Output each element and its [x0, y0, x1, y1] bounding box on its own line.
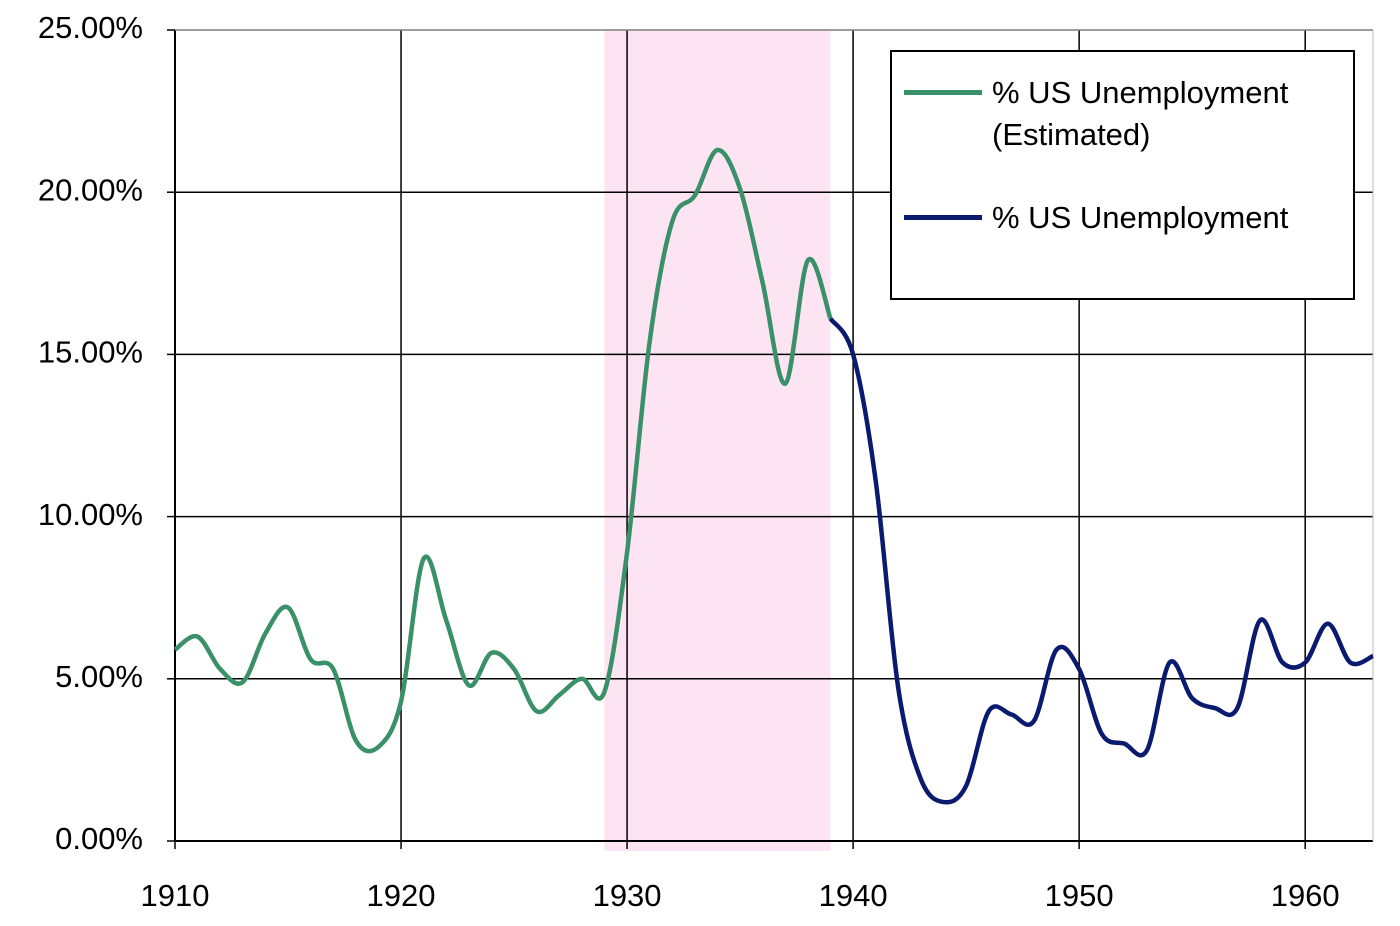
legend: % US Unemployment (Estimated) % US Unempl…	[890, 50, 1355, 300]
y-tick-label: 10.00%	[38, 497, 143, 532]
legend-swatch	[904, 90, 982, 95]
y-tick-label: 20.00%	[38, 172, 143, 207]
legend-swatch	[904, 215, 982, 220]
series-line	[828, 317, 1374, 805]
x-tick-label: 1960	[1271, 878, 1340, 913]
legend-entry: % US Unemployment (Estimated)	[904, 72, 1352, 156]
series-line	[173, 147, 833, 754]
x-tick-label: 1920	[367, 878, 436, 913]
x-tick-label: 1940	[819, 878, 888, 913]
shaded-period	[604, 30, 831, 851]
y-tick-label: 25.00%	[38, 10, 143, 45]
y-tick-label: 0.00%	[55, 821, 143, 856]
x-tick-label: 1950	[1045, 878, 1114, 913]
y-tick-label: 15.00%	[38, 335, 143, 370]
x-tick-label: 1910	[141, 878, 210, 913]
x-tick-label: 1930	[593, 878, 662, 913]
y-tick-label: 5.00%	[55, 659, 143, 694]
legend-label: % US Unemployment	[992, 200, 1289, 235]
legend-entry: % US Unemployment	[904, 197, 1352, 239]
legend-label: % US Unemployment (Estimated)	[992, 75, 1289, 152]
